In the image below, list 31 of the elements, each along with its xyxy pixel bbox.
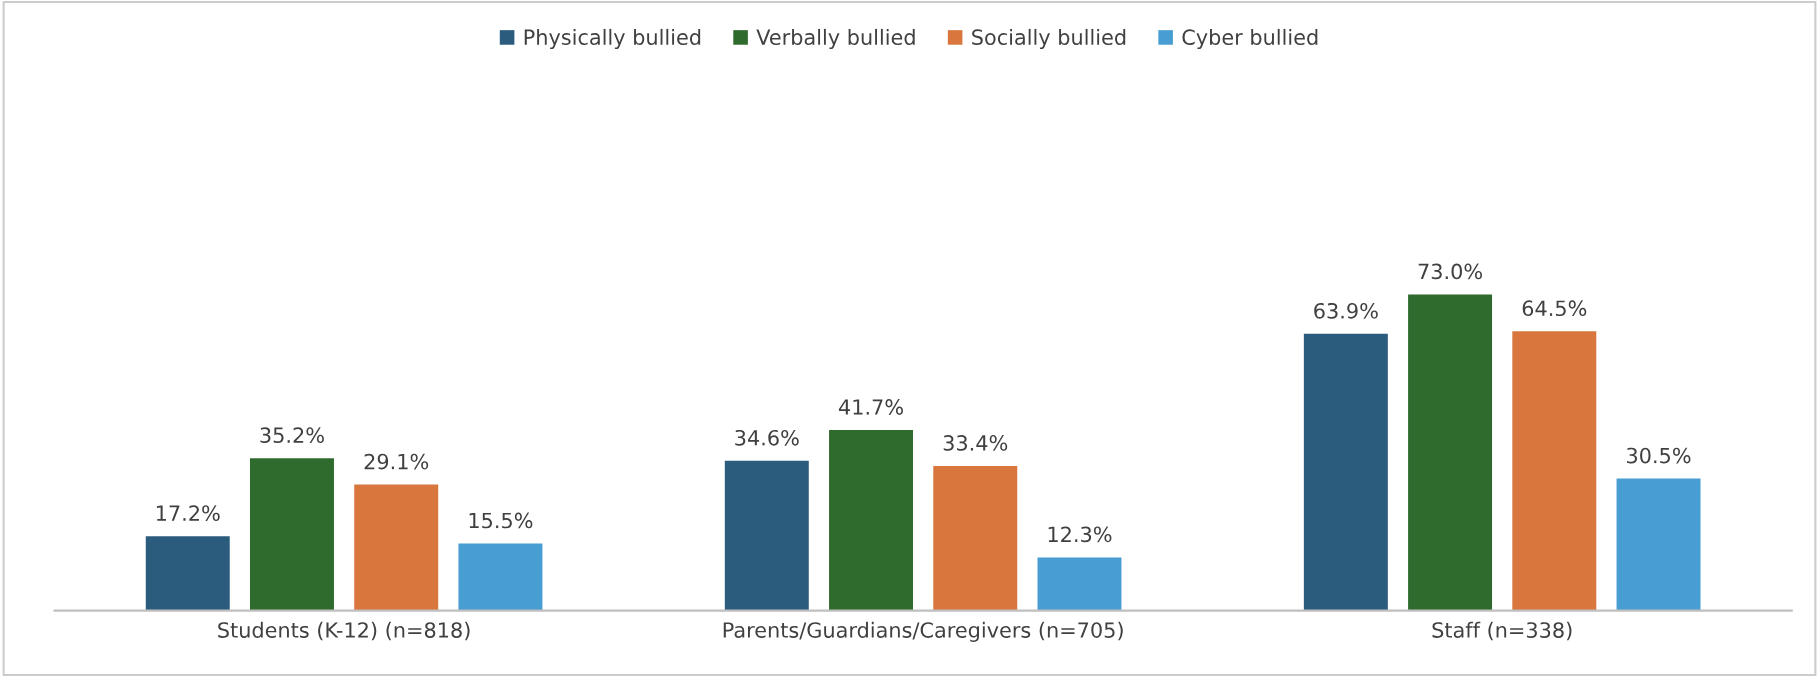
bar [458,543,543,611]
data-label: 35.2% [260,427,324,444]
bar [354,484,439,611]
bar [145,536,230,611]
data-label: 17.2% [156,505,220,521]
bar [1408,294,1493,611]
legend-label: Socially bullied [972,28,1126,50]
bar [1303,333,1388,611]
bar [250,458,334,611]
x-tick-label: Parents/Guardians/Caregivers (n=705) [723,621,1123,642]
data-label: 29.1% [364,453,429,470]
data-label: 12.3% [1048,526,1112,543]
bar [1512,331,1597,611]
bar [829,430,914,611]
bar [1037,557,1122,611]
bar [1616,478,1701,611]
x-tick-label: Students (K-12) (n=818) [218,621,470,641]
bar [933,465,1018,611]
legend-label: Cyber bullied [1182,28,1318,50]
data-label: 15.5% [469,512,533,529]
data-label: 33.4% [943,435,1008,451]
x-tick-label: Staff (n=338) [1432,621,1572,641]
data-label: 30.5% [1627,447,1691,464]
data-label: 73.0% [1418,263,1483,280]
legend-label: Physically bullied [524,28,701,50]
data-label: 41.7% [838,399,903,415]
data-label: 63.9% [1314,302,1378,319]
data-label: 34.6% [735,429,799,446]
bar [724,460,809,611]
legend-label: Verbally bullied [756,28,915,50]
data-label: 64.5% [1522,300,1587,317]
